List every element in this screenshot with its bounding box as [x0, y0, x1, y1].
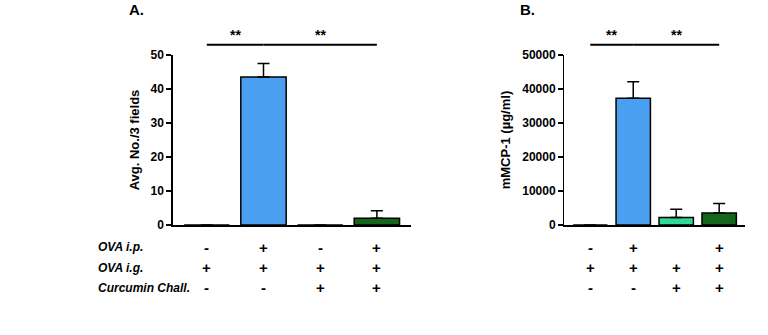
- svg-text:+: +: [372, 239, 381, 256]
- svg-text:+: +: [316, 259, 325, 276]
- svg-text:Curcumin Chall.: Curcumin Chall.: [98, 281, 190, 295]
- svg-text:mMCP-1 (µg/ml): mMCP-1 (µg/ml): [498, 91, 513, 190]
- svg-text:-: -: [588, 279, 593, 296]
- svg-text:0: 0: [549, 218, 556, 232]
- svg-text:+: +: [629, 259, 638, 276]
- svg-text:B.: B.: [520, 1, 535, 18]
- svg-text:**: **: [606, 27, 617, 43]
- svg-text:-: -: [261, 279, 266, 296]
- svg-text:-: -: [204, 239, 209, 256]
- svg-text:20000: 20000: [522, 150, 556, 164]
- svg-text:+: +: [586, 259, 595, 276]
- svg-text:**: **: [671, 27, 682, 43]
- svg-text:40: 40: [151, 82, 165, 96]
- svg-text:50000: 50000: [522, 48, 556, 62]
- svg-text:+: +: [202, 259, 211, 276]
- svg-text:-: -: [204, 279, 209, 296]
- svg-text:20: 20: [151, 150, 165, 164]
- svg-text:+: +: [316, 279, 325, 296]
- svg-text:+: +: [372, 279, 381, 296]
- svg-text:**: **: [230, 27, 241, 43]
- svg-text:+: +: [372, 259, 381, 276]
- svg-text:40000: 40000: [522, 82, 556, 96]
- svg-text:0: 0: [157, 218, 164, 232]
- svg-text:OVA i.g.: OVA i.g.: [98, 261, 143, 275]
- svg-text:-: -: [318, 239, 323, 256]
- svg-text:+: +: [715, 279, 724, 296]
- svg-text:50: 50: [151, 48, 165, 62]
- svg-text:**: **: [315, 27, 326, 43]
- svg-text:30: 30: [151, 116, 165, 130]
- svg-text:A.: A.: [129, 1, 144, 18]
- svg-text:OVA i.p.: OVA i.p.: [98, 240, 143, 254]
- svg-text:+: +: [715, 239, 724, 256]
- svg-text:+: +: [715, 259, 724, 276]
- svg-text:+: +: [629, 239, 638, 256]
- svg-text:+: +: [672, 279, 681, 296]
- svg-text:+: +: [259, 259, 268, 276]
- svg-text:-: -: [631, 279, 636, 296]
- svg-text:30000: 30000: [522, 116, 556, 130]
- svg-text:-: -: [588, 239, 593, 256]
- svg-text:10: 10: [151, 184, 165, 198]
- svg-text:10000: 10000: [522, 184, 556, 198]
- svg-text:Avg. No./3 fields: Avg. No./3 fields: [127, 90, 142, 191]
- svg-text:+: +: [672, 259, 681, 276]
- svg-text:+: +: [259, 239, 268, 256]
